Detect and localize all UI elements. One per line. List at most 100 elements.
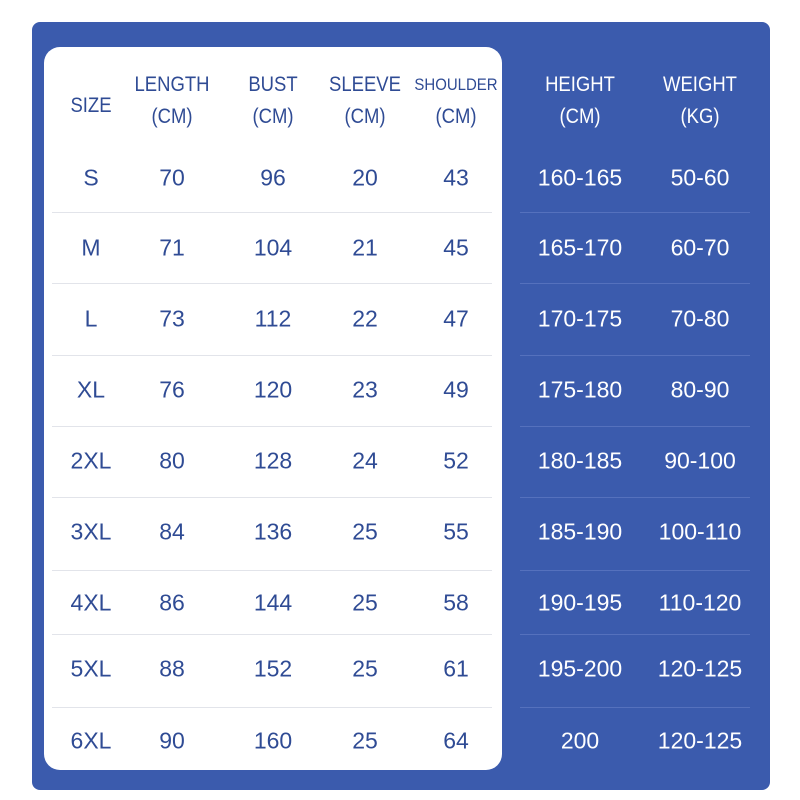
row-divider xyxy=(520,634,750,635)
cell-sleeve: 24 xyxy=(352,447,378,474)
header-unit: (CM) xyxy=(435,105,477,128)
cell-height: 165-170 xyxy=(537,234,623,261)
cell-sleeve: 25 xyxy=(352,655,378,682)
cell-shoulder: 58 xyxy=(443,589,469,616)
cell-shoulder: 49 xyxy=(443,376,469,403)
row-divider xyxy=(52,212,492,213)
header-bust: BUST (CM) xyxy=(248,69,297,133)
cell-weight: 110-120 xyxy=(658,589,742,616)
cell-size: M xyxy=(81,234,101,261)
cell-sleeve: 25 xyxy=(352,589,378,616)
cell-length: 73 xyxy=(159,305,185,332)
cell-shoulder: 45 xyxy=(443,234,469,261)
cell-size: 6XL xyxy=(70,727,112,754)
cell-size: 3XL xyxy=(70,518,112,545)
row-divider xyxy=(52,426,492,427)
header-unit: (CM) xyxy=(559,105,601,128)
cell-length: 90 xyxy=(159,727,185,754)
cell-weight: 80-90 xyxy=(670,376,730,403)
cell-height: 170-175 xyxy=(537,305,623,332)
cell-length: 80 xyxy=(159,447,185,474)
header-line1: LENGTH xyxy=(134,73,210,96)
cell-bust: 120 xyxy=(253,376,293,403)
cell-bust: 160 xyxy=(253,727,293,754)
header-line1: HEIGHT xyxy=(545,73,615,96)
cell-size: 2XL xyxy=(70,447,112,474)
cell-length: 84 xyxy=(159,518,185,545)
header-sleeve: SLEEVE (CM) xyxy=(329,69,401,133)
row-divider xyxy=(52,283,492,284)
cell-weight: 100-110 xyxy=(658,518,742,545)
cell-length: 88 xyxy=(159,655,185,682)
cell-height: 185-190 xyxy=(537,518,623,545)
cell-size: S xyxy=(83,164,99,191)
row-divider xyxy=(520,212,750,213)
header-unit: (KG) xyxy=(680,105,720,128)
row-divider xyxy=(520,707,750,708)
header-line1: BUST xyxy=(248,73,298,96)
cell-size: XL xyxy=(76,376,106,403)
row-divider xyxy=(52,355,492,356)
cell-shoulder: 61 xyxy=(443,655,469,682)
header-unit: (CM) xyxy=(252,105,294,128)
cell-sleeve: 25 xyxy=(352,518,378,545)
cell-shoulder: 43 xyxy=(443,164,469,191)
row-divider xyxy=(52,497,492,498)
cell-sleeve: 20 xyxy=(352,164,378,191)
cell-length: 86 xyxy=(159,589,185,616)
cell-weight: 70-80 xyxy=(670,305,730,332)
cell-weight: 120-125 xyxy=(657,655,743,682)
cell-height: 195-200 xyxy=(537,655,623,682)
cell-weight: 120-125 xyxy=(657,727,743,754)
cell-sleeve: 23 xyxy=(352,376,378,403)
row-divider xyxy=(52,570,492,571)
row-divider xyxy=(52,634,492,635)
header-unit: (CM) xyxy=(344,105,386,128)
header-height: HEIGHT (CM) xyxy=(545,69,615,133)
cell-length: 71 xyxy=(159,234,185,261)
cell-height: 175-180 xyxy=(537,376,623,403)
cell-shoulder: 47 xyxy=(443,305,469,332)
cell-bust: 96 xyxy=(260,164,286,191)
row-divider xyxy=(520,426,750,427)
cell-bust: 144 xyxy=(253,589,293,616)
cell-height: 200 xyxy=(560,727,600,754)
cell-length: 70 xyxy=(159,164,185,191)
cell-sleeve: 25 xyxy=(352,727,378,754)
header-line1: SHOULDER xyxy=(414,75,498,94)
cell-shoulder: 64 xyxy=(443,727,469,754)
cell-sleeve: 22 xyxy=(352,305,378,332)
header-length: LENGTH (CM) xyxy=(135,69,210,133)
cell-bust: 112 xyxy=(254,305,292,332)
cell-shoulder: 55 xyxy=(443,518,469,545)
size-chart-card xyxy=(44,47,502,770)
row-divider xyxy=(520,283,750,284)
cell-shoulder: 52 xyxy=(443,447,469,474)
row-divider xyxy=(520,355,750,356)
cell-bust: 128 xyxy=(253,447,293,474)
cell-size: 5XL xyxy=(70,655,112,682)
row-divider xyxy=(520,497,750,498)
cell-sleeve: 21 xyxy=(352,234,378,261)
header-line1: WEIGHT xyxy=(663,73,737,96)
header-shoulder: SHOULDER (CM) xyxy=(414,69,497,133)
cell-bust: 104 xyxy=(253,234,293,261)
header-unit: (CM) xyxy=(151,105,193,128)
row-divider xyxy=(52,707,492,708)
cell-length: 76 xyxy=(159,376,185,403)
cell-weight: 50-60 xyxy=(670,164,730,191)
row-divider xyxy=(520,570,750,571)
cell-size: 4XL xyxy=(70,589,112,616)
cell-weight: 90-100 xyxy=(664,447,736,474)
cell-bust: 152 xyxy=(253,655,293,682)
cell-height: 160-165 xyxy=(537,164,623,191)
header-line1: SLEEVE xyxy=(329,73,401,96)
cell-bust: 136 xyxy=(253,518,293,545)
cell-weight: 60-70 xyxy=(670,234,730,261)
cell-height: 180-185 xyxy=(537,447,623,474)
header-weight: WEIGHT (KG) xyxy=(663,69,737,133)
header-size: SIZE xyxy=(70,90,111,122)
cell-size: L xyxy=(84,305,98,332)
cell-height: 190-195 xyxy=(537,589,623,616)
header-line1: SIZE xyxy=(70,94,112,117)
